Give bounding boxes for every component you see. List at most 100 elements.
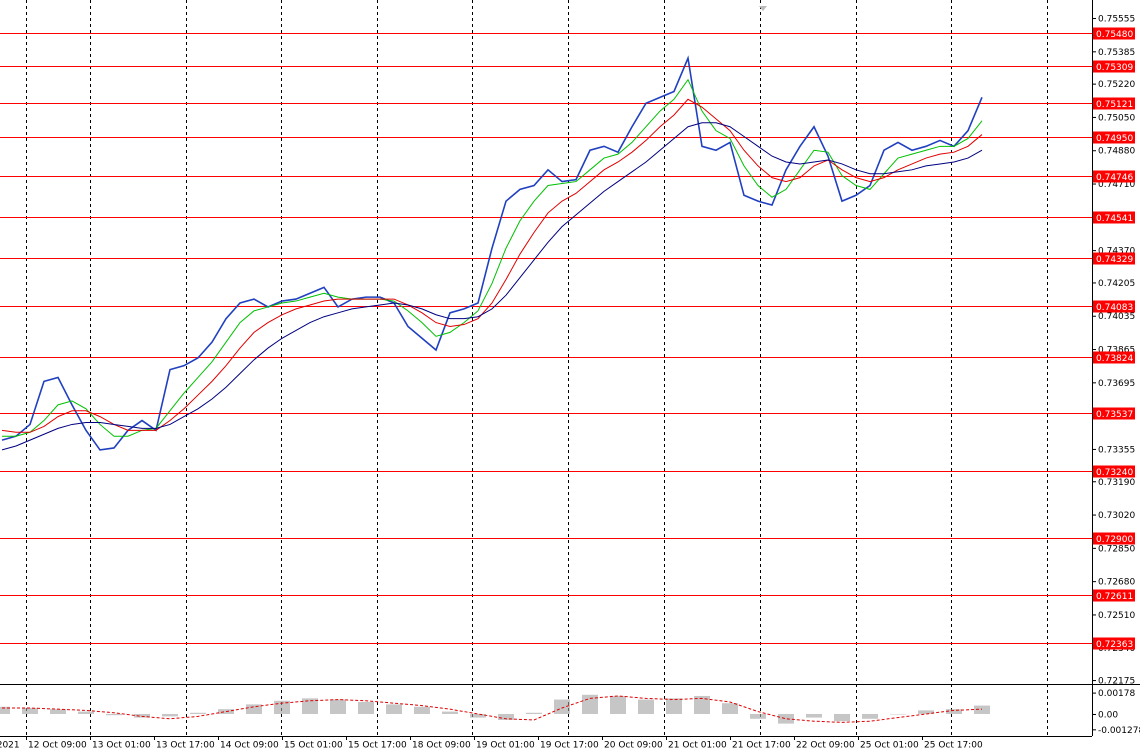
oscillator-plot — [0, 694, 990, 724]
y-tick-label: 0.73865 — [1098, 346, 1135, 356]
x-tick-label: 22 Oct 09:00 — [796, 741, 855, 751]
level-label-box — [1093, 589, 1135, 602]
y-tick-label: 0.73355 — [1098, 445, 1135, 455]
level-label-box — [1093, 637, 1135, 650]
series-line — [1, 98, 983, 433]
y-tick-label: -0.001278 — [1098, 726, 1140, 736]
histogram-bar — [358, 701, 374, 714]
y-tick-label: 0.74370 — [1098, 247, 1135, 257]
x-tick-label: 25 Oct 01:00 — [860, 741, 919, 751]
level-label: 0.75121 — [1096, 100, 1133, 110]
x-tick-label: 12 Oct 09:00 — [28, 741, 87, 751]
histogram-bar — [386, 704, 402, 714]
level-label: 0.75480 — [1096, 30, 1133, 40]
histogram-bar — [22, 707, 38, 714]
level-label: 0.74083 — [1096, 303, 1133, 313]
y-tick-label: 0.74035 — [1098, 312, 1135, 322]
histogram-bar — [834, 713, 850, 722]
histogram-bar — [526, 712, 542, 714]
level-label-box — [1093, 211, 1135, 224]
x-tick-label: 25 Oct 17:00 — [924, 741, 983, 751]
level-label-box — [1093, 97, 1135, 110]
level-label-box — [1093, 465, 1135, 478]
level-label: 0.73824 — [1096, 354, 1133, 364]
histogram-bar — [0, 706, 10, 714]
price-plot — [0, 33, 1092, 644]
level-label: 0.74541 — [1096, 214, 1133, 224]
y-tick-label: 0.75555 — [1098, 15, 1135, 25]
x-tick-label: 14 Oct 09:00 — [220, 741, 279, 751]
x-tick-label: 21 Oct 17:00 — [732, 741, 791, 751]
vertical-grid — [26, 0, 1048, 736]
histogram-bar — [806, 713, 822, 718]
level-label-box — [1093, 252, 1135, 265]
histogram-bar — [750, 713, 766, 719]
histogram-bar — [666, 698, 682, 714]
level-label-box — [1093, 170, 1135, 183]
histogram-bar — [694, 695, 710, 714]
histogram-bar — [414, 706, 430, 714]
level-label: 0.74950 — [1096, 134, 1133, 144]
histogram-bar — [974, 705, 990, 714]
x-tick-label: 19 Oct 17:00 — [540, 741, 599, 751]
level-label: 0.74746 — [1096, 173, 1133, 183]
y-tick-label: 0.73020 — [1098, 511, 1135, 521]
histogram-bar — [78, 711, 94, 714]
histogram-bar — [106, 713, 122, 716]
histogram-bar — [498, 713, 514, 720]
histogram-bar — [470, 713, 486, 718]
level-label: 0.73240 — [1096, 468, 1133, 478]
x-tick-label: 19 Oct 01:00 — [476, 741, 535, 751]
y-tick-label: 0.72175 — [1098, 677, 1135, 687]
histogram-bar — [946, 709, 962, 714]
y-tick-label: 0.74880 — [1098, 147, 1135, 157]
histogram-bar — [554, 699, 570, 714]
y-tick-label: 0.73695 — [1098, 379, 1135, 389]
level-label-box — [1093, 351, 1135, 364]
histogram-bar — [190, 712, 206, 714]
level-label: 0.72611 — [1096, 592, 1133, 602]
series-line — [2, 78, 983, 437]
series-line — [2, 695, 983, 723]
y-tick-label: 0.00178 — [1098, 689, 1135, 699]
y-tick-label: 0.74205 — [1098, 279, 1135, 289]
level-label-box — [1093, 60, 1135, 73]
level-label: 0.72900 — [1096, 535, 1133, 545]
histogram-bar — [246, 704, 262, 714]
histogram-bar — [862, 713, 878, 719]
histogram-bar — [778, 713, 794, 724]
histogram-bar — [134, 713, 150, 718]
y-tick-label: 0.75385 — [1098, 48, 1135, 58]
histogram-bar — [610, 695, 626, 714]
level-label-box — [1093, 27, 1135, 40]
x-tick-label: 13 Oct 01:00 — [92, 741, 151, 751]
level-label-box — [1093, 407, 1135, 420]
x-tick-label: 21 Oct 01:00 — [668, 741, 727, 751]
histogram-bar — [330, 699, 346, 714]
histogram-bar — [162, 713, 178, 717]
y-tick-label: 0.00 — [1098, 710, 1118, 720]
level-label-box — [1093, 300, 1135, 313]
level-label-box — [1093, 131, 1135, 144]
y-tick-label: 0.72680 — [1098, 578, 1135, 588]
level-label: 0.72363 — [1096, 640, 1133, 650]
histogram-bar — [918, 710, 934, 714]
level-label: 0.74329 — [1096, 255, 1133, 265]
y-tick-label: 0.73190 — [1098, 478, 1135, 488]
x-tick-label: 20 Oct 09:00 — [604, 741, 663, 751]
series-line — [1, 122, 983, 451]
histogram-bar — [50, 709, 66, 714]
level-label: 0.75309 — [1096, 63, 1133, 73]
x-tick-label: 12 Oct 2021 — [0, 741, 20, 751]
histogram-bar — [722, 703, 738, 714]
histogram-bar — [442, 711, 458, 714]
y-tick-label: 0.75220 — [1098, 80, 1135, 90]
y-tick-label: 0.72510 — [1098, 611, 1135, 621]
series-line — [1, 55, 983, 451]
y-tick-label: 0.72850 — [1098, 544, 1135, 554]
x-tick-label: 13 Oct 17:00 — [156, 741, 215, 751]
histogram-bar — [890, 713, 906, 715]
